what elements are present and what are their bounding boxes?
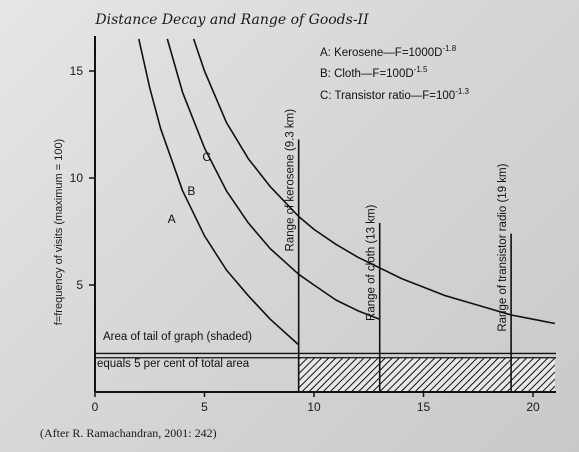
curve-label-b: B	[187, 184, 195, 198]
legend-entry-b: B: Cloth—F=100D-1.5	[320, 65, 428, 80]
x-tick-label-5: 5	[201, 400, 208, 414]
shaded-tail-1	[298, 357, 380, 392]
shaded-tail-3	[511, 357, 555, 392]
legend: A: Kerosene—F=1000D-1.8 B: Cloth—F=100D-…	[320, 44, 470, 102]
legend-entry-c: C: Transistor ratio—F=100-1.3	[320, 87, 470, 102]
range-label-2: Range of cloth (13 km)	[366, 204, 378, 321]
series-line-c	[192, 38, 556, 325]
series-line-a	[138, 38, 300, 346]
source-caption: (After R. Ramachandran, 2001: 242)	[40, 426, 217, 440]
x-tick-label-0: 0	[92, 400, 99, 414]
curve-label-c: C	[202, 150, 211, 164]
series-line-b	[166, 38, 380, 320]
plot-area: 0 5 10 15 20 5 10 15 AB C Range of kerosene (9.3 k…	[70, 36, 556, 414]
curves-group	[138, 38, 556, 346]
tail-note-line2: equals 5 per cent of total area	[97, 358, 250, 370]
shaded-tail-2	[379, 357, 512, 392]
x-tick-label-20: 20	[526, 400, 540, 414]
x-tick-label-10: 10	[307, 400, 321, 414]
tail-note-line1: Area of tail of graph (shaded)	[103, 331, 252, 343]
curve-label-a: A	[168, 212, 176, 226]
range-label-3: Range of transistor radio (19 km)	[497, 163, 509, 331]
y-tick-label-10: 10	[70, 171, 84, 185]
legend-entry-a: A: Kerosene—F=1000D-1.8	[320, 44, 457, 59]
y-tick-label-15: 15	[70, 64, 84, 78]
y-tick-label-5: 5	[76, 278, 83, 292]
y-axis-label: f=frequency of visits (maximum = 100)	[53, 139, 65, 325]
range-label-1: Range of kerosene (9.3 km)	[285, 109, 297, 252]
x-tick-label-15: 15	[417, 400, 431, 414]
chart-title: Distance Decay and Range of Goods-II	[94, 12, 369, 28]
